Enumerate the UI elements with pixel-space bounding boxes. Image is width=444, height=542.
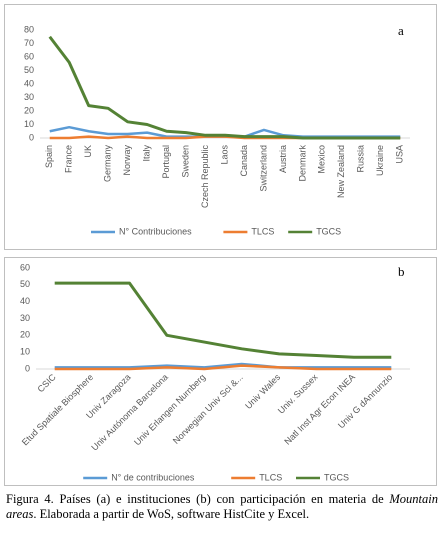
series-line: [48, 35, 401, 140]
x-tick-label: CSIC: [36, 372, 59, 395]
legend-label: TGCS: [324, 472, 349, 482]
x-tick-label: Univ Wales: [243, 372, 282, 411]
legend-label: TLCS: [259, 472, 282, 482]
y-tick-label: 50: [24, 65, 34, 75]
x-tick-label: France: [64, 145, 74, 173]
legend-label: N° Contribuciones: [119, 226, 192, 236]
y-tick-label: 10: [20, 347, 30, 357]
legend-label: TGCS: [316, 226, 341, 236]
x-tick-label: Germany: [103, 145, 113, 183]
x-tick-label: Laos: [219, 145, 229, 165]
y-tick-label: 50: [20, 279, 30, 289]
y-tick-label: 0: [25, 363, 30, 373]
x-tick-label: Mexico: [317, 145, 327, 174]
y-tick-label: 60: [20, 262, 30, 272]
y-tick-label: 60: [24, 51, 34, 61]
x-tick-label: New Zealand: [336, 145, 346, 198]
caption: Figura 4. Países (a) e instituciones (b)…: [6, 492, 438, 522]
caption-italic: Mountain areas: [6, 492, 438, 521]
panel-label: a: [398, 23, 404, 38]
x-tick-label: Spain: [44, 145, 54, 168]
legend-label: TLCS: [251, 226, 274, 236]
x-tick-label: Switzerland: [258, 145, 268, 192]
x-tick-label: Portugal: [161, 145, 171, 179]
panel-frame: [4, 4, 437, 250]
y-tick-label: 30: [20, 313, 30, 323]
x-tick-label: Russia: [356, 145, 366, 173]
figure: a 0 10 20 30 40 50 60 70 80 Spain France UK Germany No…: [4, 4, 437, 486]
x-tick-label: Norway: [122, 145, 132, 176]
x-tick-label: Sweden: [180, 145, 190, 178]
series-line: [54, 281, 392, 359]
y-tick-label: 40: [20, 296, 30, 306]
y-tick-label: 80: [24, 24, 34, 34]
y-tick-label: 40: [24, 78, 34, 88]
y-tick-label: 20: [24, 105, 34, 115]
x-tick-label: Norwegian Univ Sci &...: [171, 372, 245, 446]
x-tick-label: Italy: [141, 145, 151, 162]
x-tick-label: Austria: [278, 145, 288, 173]
x-tick-label: Ukraine: [375, 145, 385, 176]
x-tick-label: UK: [83, 145, 93, 158]
panel-frame: [4, 257, 437, 486]
x-tick-label: Natl Inst Agr Econ INEA: [282, 372, 357, 447]
x-tick-label: Univ Autónoma Barcelona: [89, 372, 170, 453]
x-tick-label: USA: [395, 145, 405, 164]
panel-label: b: [398, 264, 405, 279]
x-tick-label: Univ Erlangen Nurnberg: [132, 372, 207, 447]
x-tick-label: Czech Republic: [200, 145, 210, 209]
legend-label: N° de contribuciones: [111, 472, 195, 482]
series-line: [54, 362, 392, 369]
y-tick-label: 10: [24, 119, 34, 129]
x-tick-label: Etud Spatiale Biosphere: [20, 372, 95, 447]
y-tick-label: 70: [24, 38, 34, 48]
y-tick-label: 30: [24, 92, 34, 102]
x-tick-label: Canada: [239, 145, 249, 177]
y-tick-label: 20: [20, 330, 30, 340]
x-tick-label: Denmark: [297, 145, 307, 182]
caption-text: Figura 4. Países (a) e instituciones (b)…: [6, 492, 390, 506]
y-tick-label: 0: [29, 132, 34, 142]
series-line: [54, 364, 392, 371]
caption-text: . Elaborada a partir de WoS, software Hi…: [33, 507, 310, 521]
